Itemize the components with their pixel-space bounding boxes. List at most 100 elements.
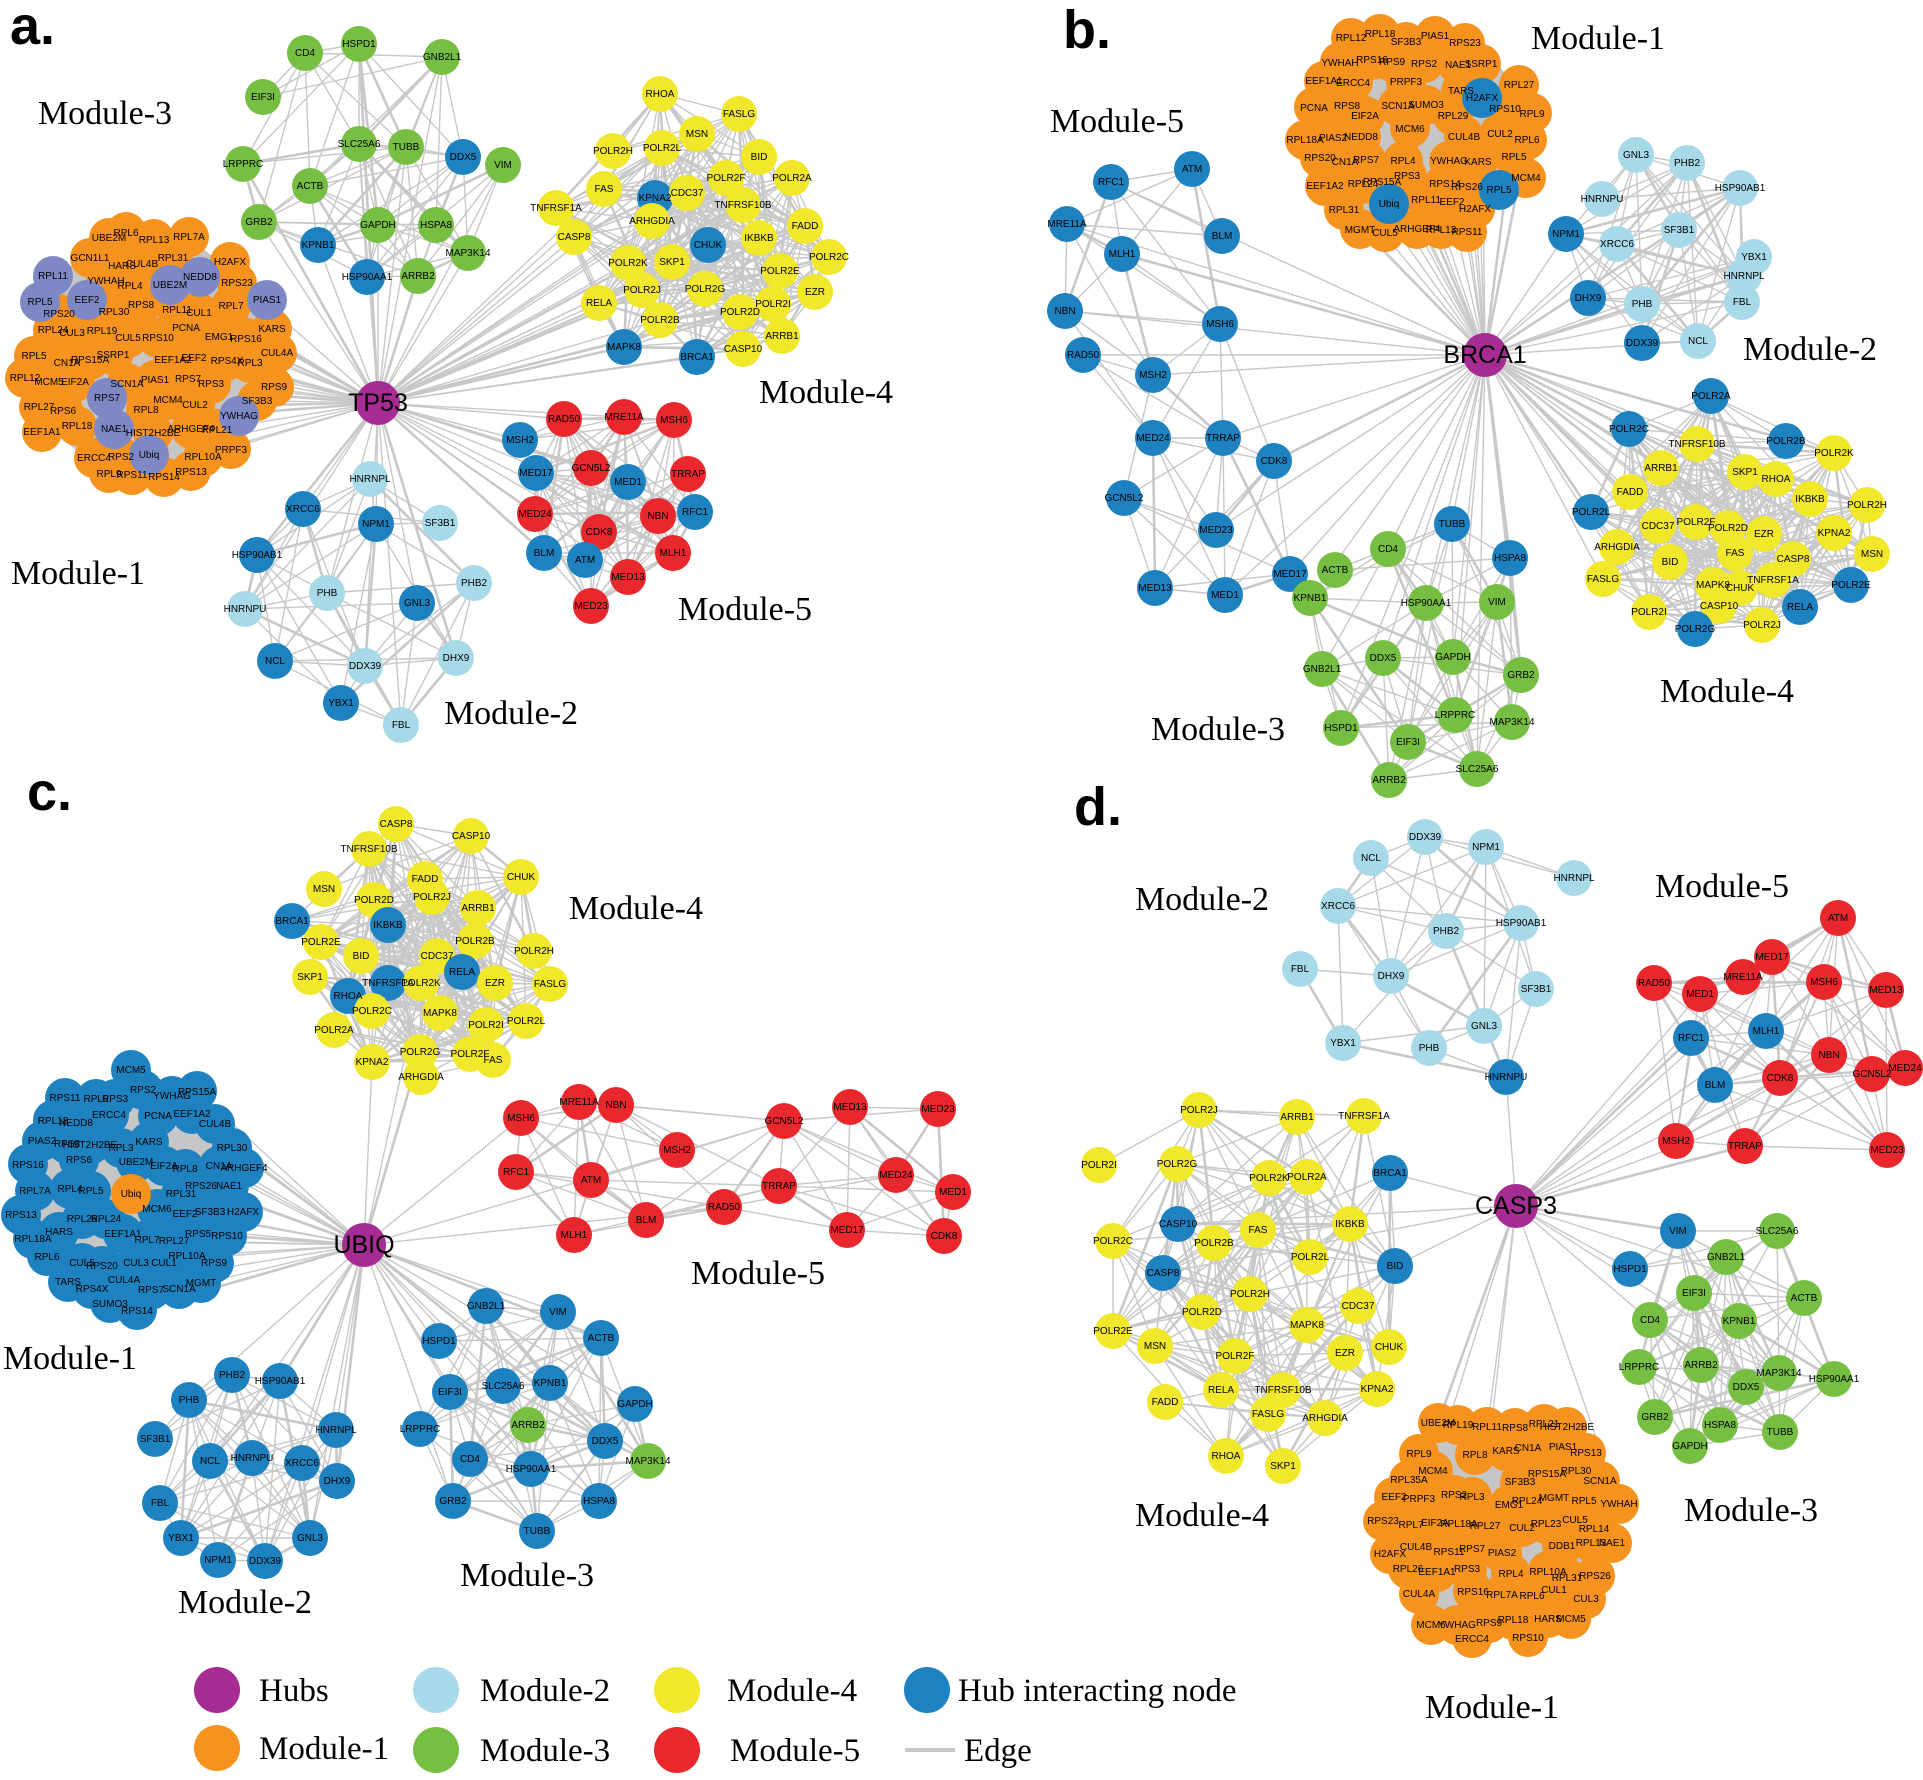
svg-text:Module-2: Module-2 xyxy=(178,1584,312,1621)
svg-text:POLR2H: POLR2H xyxy=(1847,500,1887,511)
svg-text:POLR2G: POLR2G xyxy=(685,284,726,295)
svg-text:HSP90AA1: HSP90AA1 xyxy=(342,272,393,283)
svg-text:SCN1A: SCN1A xyxy=(162,1284,196,1295)
svg-text:POLR2K: POLR2K xyxy=(608,258,648,269)
svg-text:H2AFX: H2AFX xyxy=(1459,204,1492,215)
svg-text:POLR2L: POLR2L xyxy=(507,1016,546,1027)
svg-text:CUL3: CUL3 xyxy=(123,1258,149,1269)
svg-text:SKP1: SKP1 xyxy=(1270,1461,1296,1472)
svg-text:RPS10: RPS10 xyxy=(142,333,174,344)
svg-text:UBE2M: UBE2M xyxy=(92,233,126,244)
svg-text:EIF2A: EIF2A xyxy=(150,1161,178,1172)
svg-text:PIAS1: PIAS1 xyxy=(1549,1442,1578,1453)
svg-text:GCN5L2: GCN5L2 xyxy=(572,463,611,474)
svg-text:RELA: RELA xyxy=(586,298,612,309)
svg-text:LRPPRC: LRPPRC xyxy=(1435,710,1476,721)
svg-text:RPS6: RPS6 xyxy=(66,1155,93,1166)
svg-text:MED13: MED13 xyxy=(1138,583,1172,594)
svg-text:RPL26: RPL26 xyxy=(67,1214,98,1225)
svg-text:RPL18A: RPL18A xyxy=(14,1234,52,1245)
svg-text:RPS5: RPS5 xyxy=(185,1229,212,1240)
svg-text:FADD: FADD xyxy=(1152,1397,1179,1408)
svg-text:RPS23: RPS23 xyxy=(1449,38,1481,49)
svg-text:ARHGEF4: ARHGEF4 xyxy=(220,1163,268,1174)
svg-text:CUL1: CUL1 xyxy=(186,308,212,319)
svg-text:CD4: CD4 xyxy=(1640,1315,1660,1326)
svg-text:MCM6: MCM6 xyxy=(1416,1620,1446,1631)
svg-text:RPL26: RPL26 xyxy=(1393,1564,1424,1575)
svg-text:MCM4: MCM4 xyxy=(1511,173,1541,184)
svg-text:PIAS1: PIAS1 xyxy=(141,375,170,386)
svg-text:GRB2: GRB2 xyxy=(1641,1412,1669,1423)
svg-text:PHB2: PHB2 xyxy=(1674,158,1701,169)
svg-text:DDB1: DDB1 xyxy=(1549,1541,1576,1552)
svg-text:CASP10: CASP10 xyxy=(452,831,491,842)
svg-text:PHB: PHB xyxy=(1419,1043,1440,1054)
svg-text:DDX5: DDX5 xyxy=(1733,1382,1760,1393)
svg-text:RFC1: RFC1 xyxy=(1098,177,1125,188)
svg-text:HSP90AB1: HSP90AB1 xyxy=(232,550,283,561)
svg-text:RHOA: RHOA xyxy=(1212,1451,1241,1462)
svg-text:NBN: NBN xyxy=(1818,1050,1839,1061)
svg-text:TUBB: TUBB xyxy=(1767,1427,1794,1438)
svg-text:NCL: NCL xyxy=(1688,336,1708,347)
svg-text:FASLG: FASLG xyxy=(1252,1409,1284,1420)
svg-text:RPL7: RPL7 xyxy=(134,1235,159,1246)
svg-text:VIM: VIM xyxy=(1669,1226,1687,1237)
svg-text:MSH6: MSH6 xyxy=(1810,977,1838,988)
svg-text:DDX39: DDX39 xyxy=(1626,338,1659,349)
svg-text:CUL4A: CUL4A xyxy=(1403,1589,1436,1600)
svg-text:HNRNPL: HNRNPL xyxy=(1553,873,1595,884)
svg-text:HSPD1: HSPD1 xyxy=(422,1336,456,1347)
svg-text:KPNA2: KPNA2 xyxy=(356,1057,389,1068)
svg-text:MED24: MED24 xyxy=(518,509,552,520)
svg-text:EEF2: EEF2 xyxy=(74,295,99,306)
svg-text:NEDD8: NEDD8 xyxy=(1344,132,1378,143)
svg-text:ARRB2: ARRB2 xyxy=(1684,1360,1718,1371)
svg-text:MSH2: MSH2 xyxy=(1662,1136,1690,1147)
svg-text:MAPK8: MAPK8 xyxy=(1290,1320,1324,1331)
svg-text:BLM: BLM xyxy=(1212,231,1233,242)
svg-text:GNB2L1: GNB2L1 xyxy=(1707,1252,1746,1263)
svg-text:RPS3: RPS3 xyxy=(1394,171,1421,182)
svg-text:H2AFX: H2AFX xyxy=(1374,1549,1407,1560)
svg-text:CUL4A: CUL4A xyxy=(261,348,294,359)
svg-text:CUL3: CUL3 xyxy=(59,328,85,339)
svg-text:MCM5: MCM5 xyxy=(116,1065,146,1076)
svg-text:RPL9: RPL9 xyxy=(83,1094,108,1105)
svg-text:VIM: VIM xyxy=(549,1307,567,1318)
svg-text:MCM6: MCM6 xyxy=(142,1204,172,1215)
svg-text:YBX1: YBX1 xyxy=(1330,1038,1356,1049)
svg-text:GAPDH: GAPDH xyxy=(360,220,396,231)
svg-text:HSP90AA1: HSP90AA1 xyxy=(1809,1374,1860,1385)
svg-text:RPS13: RPS13 xyxy=(175,467,207,478)
svg-text:MLH1: MLH1 xyxy=(660,548,687,559)
svg-text:RPS9: RPS9 xyxy=(1379,57,1406,68)
svg-text:MCM6: MCM6 xyxy=(1395,124,1425,135)
svg-text:POLR2A: POLR2A xyxy=(772,173,812,184)
svg-text:HSPA8: HSPA8 xyxy=(1704,1420,1736,1431)
svg-text:FBL: FBL xyxy=(151,1498,170,1509)
svg-text:NAE1: NAE1 xyxy=(216,1181,243,1192)
svg-text:RPS20: RPS20 xyxy=(43,309,75,320)
svg-text:ARRB1: ARRB1 xyxy=(461,903,495,914)
svg-text:EEF2: EEF2 xyxy=(172,1209,197,1220)
svg-text:RELA: RELA xyxy=(1208,1385,1234,1396)
svg-text:RPS11: RPS11 xyxy=(1434,1547,1465,1558)
svg-text:LRPPRC: LRPPRC xyxy=(400,1424,441,1435)
svg-text:SLC25A6: SLC25A6 xyxy=(1756,1226,1799,1237)
svg-text:POLR2B: POLR2B xyxy=(1766,436,1806,447)
svg-text:RPL18: RPL18 xyxy=(38,1116,69,1127)
svg-text:CDC37: CDC37 xyxy=(671,188,704,199)
svg-text:TP53: TP53 xyxy=(348,389,408,417)
svg-text:BID: BID xyxy=(353,951,370,962)
svg-text:POLR2J: POLR2J xyxy=(1743,620,1781,631)
svg-text:RPS3: RPS3 xyxy=(198,379,225,390)
svg-text:POLR2C: POLR2C xyxy=(352,1006,392,1017)
svg-text:POLR2I: POLR2I xyxy=(468,1020,504,1031)
svg-text:POLR2D: POLR2D xyxy=(354,895,394,906)
svg-text:RPL18A: RPL18A xyxy=(1440,1519,1478,1530)
svg-text:IKBKB: IKBKB xyxy=(744,233,774,244)
svg-text:NCL: NCL xyxy=(1361,853,1381,864)
svg-text:RPL11: RPL11 xyxy=(162,305,192,316)
